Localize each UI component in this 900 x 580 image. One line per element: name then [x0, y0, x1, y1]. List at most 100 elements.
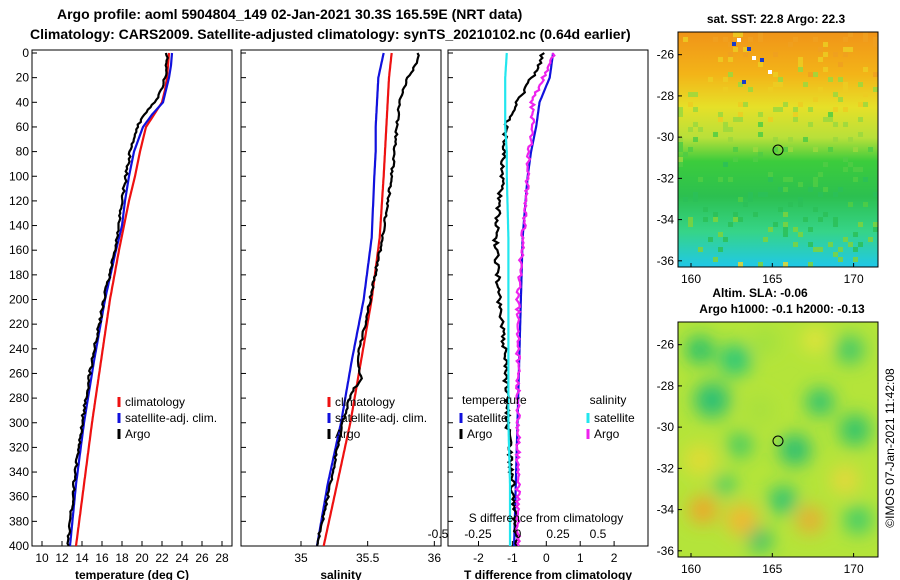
sst-pixel: [808, 72, 813, 77]
temp-ytick-label: 40: [16, 95, 30, 109]
temp-ytick-label: 240: [9, 342, 29, 356]
sal-xtick-label: 36: [428, 551, 442, 565]
sst-pixel: [748, 192, 753, 197]
sst-pixel: [718, 112, 723, 117]
sst-pixel: [783, 187, 788, 192]
sst-pixel: [843, 167, 848, 172]
sst-pixel: [743, 52, 748, 57]
sst-pixel: [873, 227, 878, 232]
sst-pixel: [688, 102, 693, 107]
sst-pixel: [733, 47, 738, 52]
diff-xtick-label: 1: [577, 551, 584, 565]
sst-pixel: [758, 192, 763, 197]
sst-pixel: [723, 127, 728, 132]
sst-xtick-label: 160: [681, 272, 701, 286]
sst-pixel: [758, 32, 763, 37]
sla-blob: [728, 433, 752, 457]
sst-pixel: [788, 137, 793, 142]
sst-pixel: [698, 177, 703, 182]
sst-pixel: [808, 242, 813, 247]
sst-pixel: [698, 247, 703, 252]
diff-legend-s-label: Argo: [594, 427, 620, 441]
sla-blob: [769, 486, 797, 514]
diff-legend-s-label: satellite: [594, 411, 635, 425]
sst-pixel: [713, 132, 718, 137]
sst-pixel: [728, 127, 733, 132]
sst-xtick-label: 165: [762, 272, 782, 286]
sst-map-pixels: [678, 32, 878, 267]
sst-pixel: [708, 237, 713, 242]
sal-line-argo: [315, 52, 420, 546]
diff-s-xtick-label: -0.5: [428, 527, 449, 541]
temp-ytick-label: 320: [9, 440, 29, 454]
sst-pixel: [818, 217, 823, 222]
sst-pixel: [818, 172, 823, 177]
sst-pixel: [848, 202, 853, 207]
sst-pixel: [788, 177, 793, 182]
sst-pixel: [748, 87, 753, 92]
sst-pixel: [723, 237, 728, 242]
sst-pixel: [783, 227, 788, 232]
sst-pixel: [828, 77, 833, 82]
sal-xtick-label: 35: [294, 551, 308, 565]
sst-pixel: [818, 87, 823, 92]
sst-pixel: [803, 137, 808, 142]
sst-pixel: [718, 232, 723, 237]
diff-s-xtick-label: 0: [515, 527, 522, 541]
sst-pixel: [743, 202, 748, 207]
sst-pixel: [738, 112, 743, 117]
sst-gap-pixel: [768, 70, 772, 74]
sst-pixel: [808, 187, 813, 192]
temp-ytick-label: 400: [9, 539, 29, 553]
sst-pixel: [853, 247, 858, 252]
sst-pixel: [853, 167, 858, 172]
sst-pixel: [748, 37, 753, 42]
sst-pixel: [868, 237, 873, 242]
sst-pixel: [828, 147, 833, 152]
sal-legend-label: climatology: [335, 395, 395, 409]
header-title: Argo profile: aoml 5904804_149 02-Jan-20…: [57, 6, 523, 22]
sst-pixel: [783, 212, 788, 217]
sla-map-frame: [677, 321, 879, 558]
sst-pixel: [783, 232, 788, 237]
sst-pixel: [733, 217, 738, 222]
sst-pixel: [768, 87, 773, 92]
sal-xtick-label: 35.5: [356, 551, 380, 565]
temp-xtick-label: 28: [215, 551, 229, 565]
sst-pixel: [813, 247, 818, 252]
diff-series-group: [491, 52, 556, 546]
sst-pixel: [823, 117, 828, 122]
temp-ytick-label: 260: [9, 366, 29, 380]
sst-pixel: [738, 117, 743, 122]
temp-ytick-label: 60: [16, 120, 30, 134]
sst-pixel: [778, 107, 783, 112]
temp-ytick-label: 180: [9, 268, 29, 282]
sst-pixel: [813, 207, 818, 212]
sst-pixel: [823, 187, 828, 192]
temp-legend-label: satellite-adj. clim.: [125, 411, 217, 425]
sst-pixel: [778, 82, 783, 87]
temp-ytick-label: 360: [9, 490, 29, 504]
sst-pixel: [813, 182, 818, 187]
sst-pixel: [803, 217, 808, 222]
diff-xtick-label: -2: [473, 551, 484, 565]
sst-pixel: [818, 192, 823, 197]
sst-pixel: [733, 147, 738, 152]
diff-xtick-label: 0: [543, 551, 550, 565]
sst-pixel: [733, 117, 738, 122]
sla-ytick-label: -30: [657, 420, 675, 434]
sla-blob: [844, 506, 872, 534]
sst-pixel: [853, 147, 858, 152]
diff-frame: [447, 49, 649, 547]
sst-pixel: [858, 102, 863, 107]
sla-blob: [694, 382, 730, 418]
sst-pixel: [843, 82, 848, 87]
sal-panel: 35 35.5 36 salinity: [240, 49, 442, 580]
sst-pixel: [723, 87, 728, 92]
sst-pixel: [728, 72, 733, 77]
sst-pixel: [738, 217, 743, 222]
sst-pixel: [813, 72, 818, 77]
sst-pixel: [778, 187, 783, 192]
sst-pixel: [848, 32, 853, 37]
sst-gap-pixel: [742, 80, 746, 84]
